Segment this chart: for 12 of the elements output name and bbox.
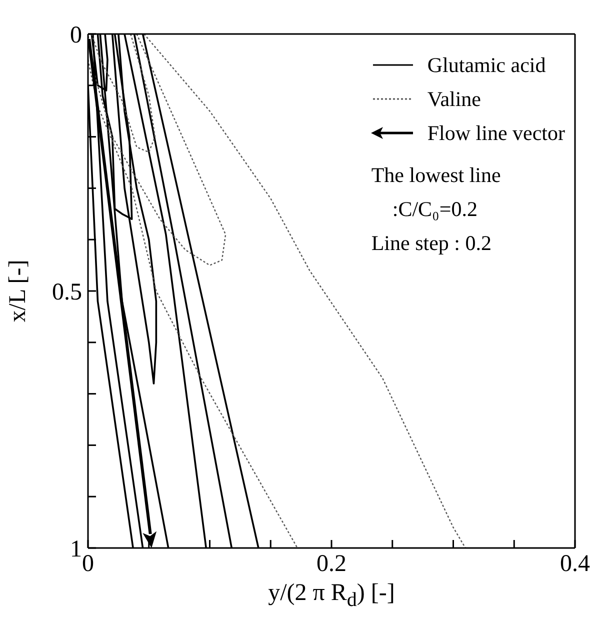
- x-axis-title: y/(2 π R$_{d}$) [-]: [267, 580, 396, 612]
- legend-label: Valine: [427, 86, 482, 113]
- annotation: Line step : 0.2: [371, 230, 493, 257]
- legend-label: Glutamic acid: [427, 52, 546, 79]
- annotation: The lowest line :C/C₀=0.2: [371, 162, 502, 223]
- x-tick-label: 0.4: [560, 551, 590, 578]
- y-tick-label: 0.5: [52, 280, 82, 306]
- y-tick-label: 1: [70, 536, 82, 563]
- annotation: Flow line vector: [427, 120, 565, 147]
- y-tick-label: 0: [70, 22, 82, 49]
- x-tick-label: 0.2: [316, 551, 346, 578]
- y-axis-title: x/L [-]: [5, 258, 32, 324]
